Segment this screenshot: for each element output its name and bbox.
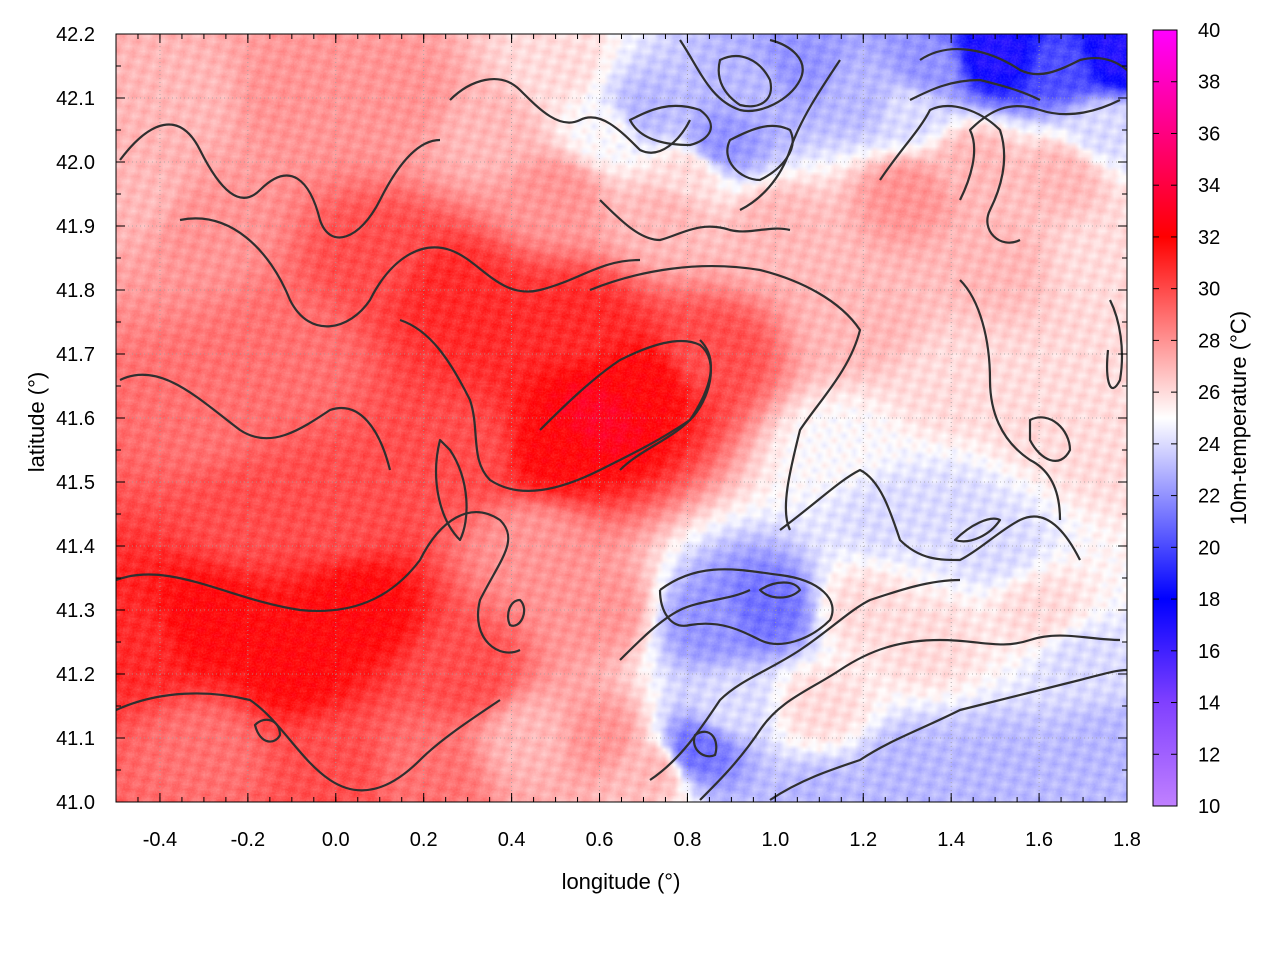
colorbar-tick-label: 18 [1198,589,1220,611]
plot-area [115,33,1128,803]
colorbar-label: 10m-temperature (°C) [1226,311,1251,525]
contour-line [116,511,521,654]
y-tick-label: 42.0 [56,152,95,174]
colorbar-tick-label: 32 [1198,227,1220,249]
contour-line [619,589,751,661]
contour-line [739,59,841,211]
contour-line [179,217,641,328]
x-tick-label: 0.6 [586,829,614,851]
colorbar-tick-labels: 10 12 14 16 18 20 22 24 26 28 30 32 34 36 38 40 [1198,20,1220,818]
x-tick-marks [115,34,1128,802]
contour-line [539,339,712,471]
x-tick-label: -0.2 [231,829,265,851]
x-tick-label: 1.2 [849,829,877,851]
contour-line [692,730,718,758]
colorbar-tick-label: 24 [1198,434,1220,456]
contour-line [449,78,691,154]
x-tick-label: 0.2 [410,829,438,851]
x-tick-label: 1.4 [937,829,965,851]
contour-line [119,373,392,471]
y-tick-label: 41.3 [56,600,95,622]
x-tick-labels: -0.4 -0.2 0.0 0.2 0.4 0.6 0.8 1.0 1.2 1.4 1.6 1.8 [143,829,1141,851]
y-tick-label: 41.4 [56,536,95,558]
texture-overlay [116,34,1127,802]
contour-line [919,48,1127,76]
colorbar: 10 12 14 16 18 20 22 24 26 28 30 32 34 36 38 40 [1152,20,1220,818]
contour-line [434,438,468,542]
y-tick-label: 41.0 [56,792,95,814]
contour-line [116,692,501,792]
x-tick-label: -0.4 [143,829,177,851]
contour-line [717,55,773,108]
x-axis-label: longitude (°) [562,869,681,894]
x-tick-label: 1.6 [1025,829,1053,851]
contour-line [879,105,1021,244]
y-tick-label: 41.7 [56,344,95,366]
contour-line [119,123,441,239]
y-tick-label: 41.2 [56,664,95,686]
colorbar-tick-label: 38 [1198,72,1220,94]
colorbar-tick-marks [1153,29,1177,807]
y-tick-label: 42.2 [56,24,95,46]
colorbar-tick-label: 10 [1198,796,1220,818]
contour-line [599,199,791,242]
colorbar-tick-label: 26 [1198,382,1220,404]
contour-line [953,517,1002,543]
x-tick-label: 0.0 [322,829,350,851]
colorbar-tick-label: 20 [1198,537,1220,559]
temperature-contours [116,38,1127,801]
colorbar-tick-label: 36 [1198,123,1220,145]
x-tick-label: 1.0 [761,829,789,851]
contour-line [909,78,1041,101]
colorbar-tick-label: 16 [1198,641,1220,663]
x-tick-label: 0.8 [674,829,702,851]
y-tick-marks [116,33,1127,803]
x-tick-label: 1.8 [1113,829,1141,851]
contour-line [959,279,1062,521]
y-tick-label: 41.9 [56,216,95,238]
contour-line [589,264,862,531]
colorbar-tick-label: 22 [1198,486,1220,508]
y-tick-label: 41.5 [56,472,95,494]
y-tick-label: 41.6 [56,408,95,430]
colorbar-scale [1152,29,1178,807]
y-tick-labels: 41.0 41.1 41.2 41.3 41.4 41.5 41.6 41.7 41.8 41.9… [56,24,95,814]
contour-line [253,718,282,743]
contour-line [649,578,961,781]
contour-line [506,598,526,627]
y-tick-label: 41.1 [56,728,95,750]
colorbar-tick-label: 40 [1198,20,1220,42]
colorbar-tick-label: 12 [1198,744,1220,766]
contour-line [699,634,1121,801]
colorbar-tick-label: 28 [1198,330,1220,352]
contour-line [959,99,1121,201]
colorbar-tick-label: 14 [1198,693,1220,715]
colorbar-tick-label: 34 [1198,175,1220,197]
colorbar-tick-label: 30 [1198,279,1220,301]
y-tick-label: 42.1 [56,88,95,110]
contour-line [779,468,1081,562]
contour-line [679,38,804,113]
y-axis-label: latitude (°) [24,372,49,473]
contour-line [628,104,712,147]
contour-line [769,668,1127,801]
y-tick-label: 41.8 [56,280,95,302]
x-tick-label: 0.4 [498,829,526,851]
contour-line [658,568,834,645]
contour-line [1028,416,1072,462]
contour-line [758,581,802,599]
contour-line [1106,299,1124,389]
